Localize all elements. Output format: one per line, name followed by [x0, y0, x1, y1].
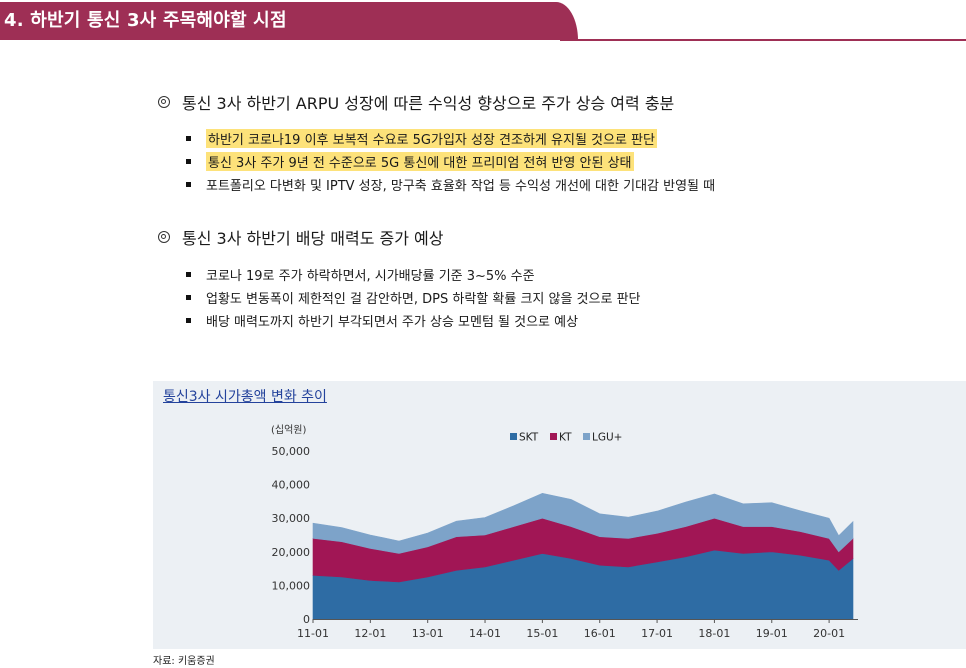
square-bullet-icon	[186, 272, 191, 277]
section-header: 4. 하반기 통신 3사 주목해야할 시점	[0, 0, 966, 44]
list-item: 배당 매력도까지 하반기 부각되면서 주가 상승 모멘텀 될 것으로 예상	[186, 309, 641, 332]
y-tick-label: 40,000	[272, 479, 311, 492]
section-2-heading: 통신 3사 하반기 배당 매력도 증가 예상	[158, 225, 444, 249]
x-tick-label: 17-01	[641, 627, 673, 640]
y-axis-unit-label: (십억원)	[271, 424, 307, 436]
list-item: 코로나 19로 주가 하락하면서, 시가배당률 기준 3~5% 수준	[186, 263, 641, 286]
list-item-text: 하반기 코로나19 이후 보복적 수요로 5G가입자 성장 견조하게 유지될 것…	[206, 129, 657, 148]
legend-swatch-kt	[550, 433, 557, 440]
list-item: 포트폴리오 다변화 및 IPTV 성장, 망구축 효율화 작업 등 수익성 개선…	[186, 173, 715, 196]
section-1-title: 통신 3사 하반기 ARPU 성장에 따른 수익성 향상으로 주가 상승 여력 …	[182, 94, 675, 113]
legend-swatch-skt	[510, 433, 517, 440]
y-tick-label: 10,000	[272, 579, 311, 592]
chart-panel: 통신3사 시가총액 변화 추이 (십억원) 0 10,000 20,000 30,000…	[153, 381, 966, 649]
list-item-text: 포트폴리오 다변화 및 IPTV 성장, 망구축 효율화 작업 등 수익성 개선…	[206, 179, 716, 194]
x-tick-label: 18-01	[698, 627, 730, 640]
double-circle-icon	[158, 96, 170, 108]
x-tick-label: 14-01	[469, 627, 501, 640]
list-item-text: 배당 매력도까지 하반기 부각되면서 주가 상승 모멘텀 될 것으로 예상	[206, 315, 579, 330]
list-item: 통신 3사 주가 9년 전 수준으로 5G 통신에 대한 프리미엄 전혀 반영 …	[186, 150, 715, 173]
market-cap-chart: (십억원) 0 10,000 20,000 30,000 40,000 50,000 11-0…	[271, 424, 858, 640]
list-item: 하반기 코로나19 이후 보복적 수요로 5G가입자 성장 견조하게 유지될 것…	[186, 127, 715, 150]
legend-label: LGU+	[592, 432, 622, 444]
square-bullet-icon	[186, 182, 191, 187]
section-1-list: 하반기 코로나19 이후 보복적 수요로 5G가입자 성장 견조하게 유지될 것…	[186, 127, 715, 196]
y-tick-label: 20,000	[272, 546, 311, 559]
section-1-heading: 통신 3사 하반기 ARPU 성장에 따른 수익성 향상으로 주가 상승 여력 …	[158, 90, 674, 114]
square-bullet-icon	[186, 295, 191, 300]
x-tick-label: 12-01	[354, 627, 386, 640]
y-tick-label: 50,000	[272, 445, 311, 458]
section-2-title: 통신 3사 하반기 배당 매력도 증가 예상	[182, 229, 444, 248]
legend-label: KT	[559, 432, 572, 444]
header-bar	[0, 2, 578, 40]
x-tick-label: 11-01	[297, 627, 329, 640]
section-2-list: 코로나 19로 주가 하락하면서, 시가배당률 기준 3~5% 수준 업황도 변…	[186, 263, 641, 332]
list-item: 업황도 변동폭이 제한적인 걸 감안하면, DPS 하락할 확률 크지 않을 것…	[186, 286, 641, 309]
x-tick-label: 13-01	[412, 627, 444, 640]
y-tick-label: 0	[303, 613, 310, 626]
x-tick-label: 19-01	[756, 627, 788, 640]
x-tick-label: 15-01	[526, 627, 558, 640]
header-divider	[560, 39, 966, 41]
chart-title: 통신3사 시가총액 변화 추이	[163, 389, 327, 405]
x-tick-label: 16-01	[584, 627, 616, 640]
double-circle-icon	[158, 231, 170, 243]
list-item-text: 업황도 변동폭이 제한적인 걸 감안하면, DPS 하락할 확률 크지 않을 것…	[206, 292, 641, 307]
y-tick-label: 30,000	[272, 512, 311, 525]
square-bullet-icon	[186, 159, 191, 164]
legend-label: SKT	[519, 432, 539, 444]
list-item-text: 통신 3사 주가 9년 전 수준으로 5G 통신에 대한 프리미엄 전혀 반영 …	[206, 152, 634, 171]
list-item-text: 코로나 19로 주가 하락하면서, 시가배당률 기준 3~5% 수준	[206, 269, 535, 284]
square-bullet-icon	[186, 318, 191, 323]
series-area-lgu	[312, 492, 854, 554]
legend-swatch-lgu	[583, 433, 590, 440]
x-tick-label: 20-01	[813, 627, 845, 640]
square-bullet-icon	[186, 136, 191, 141]
page-title: 4. 하반기 통신 3사 주목해야할 시점	[4, 10, 287, 31]
source-note: 자료: 키움증권	[153, 656, 215, 667]
